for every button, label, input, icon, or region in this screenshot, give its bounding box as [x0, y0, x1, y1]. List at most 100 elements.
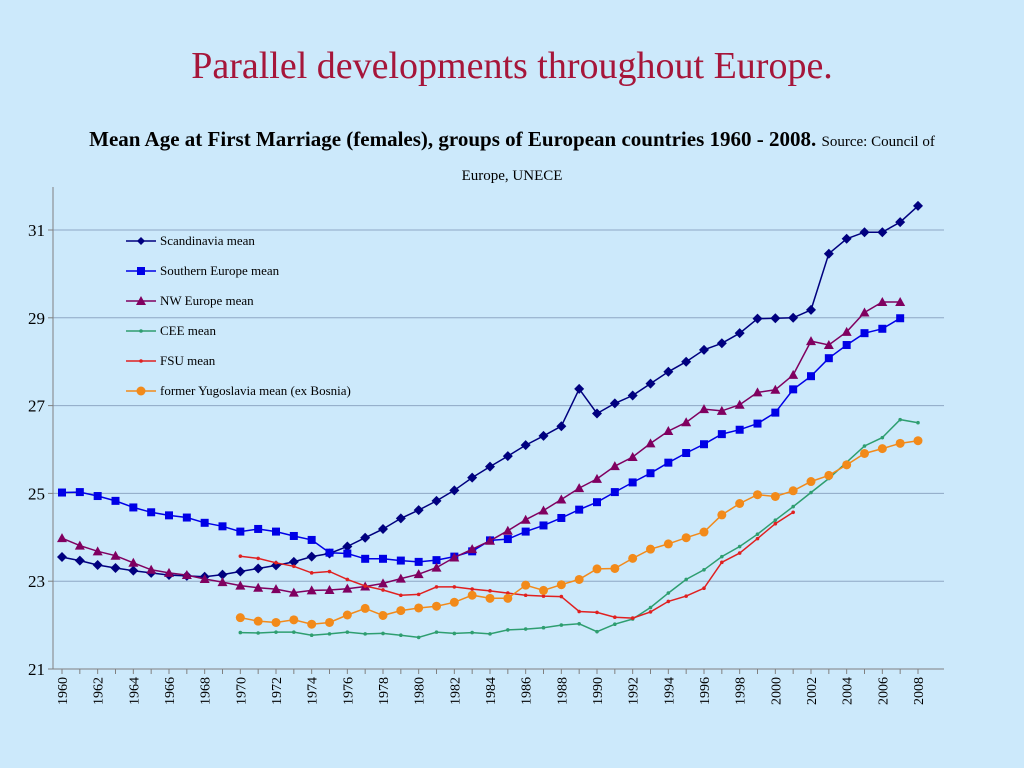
- nw-europe-mean-point: [592, 473, 602, 483]
- cee-mean-point: [416, 635, 421, 640]
- nw-europe-mean-point: [164, 567, 174, 577]
- former-yugoslavia-mean-ex-bosnia-point: [770, 491, 780, 501]
- cee-mean-point: [381, 631, 385, 636]
- nw-europe-mean-point: [859, 307, 870, 317]
- nw-europe-mean-point: [841, 326, 852, 336]
- fsu-mean-point: [381, 588, 385, 592]
- x-tick-label: 1980: [413, 677, 428, 705]
- former-yugoslavia-mean-ex-bosnia-point: [414, 603, 424, 613]
- scandinavia-mean-point: [342, 541, 353, 552]
- former-yugoslavia-mean-ex-bosnia-point: [503, 593, 513, 603]
- cee-mean-point: [488, 632, 492, 636]
- legend-label: Scandinavia mean: [160, 233, 255, 248]
- cee-mean-point: [470, 630, 474, 635]
- y-tick-label: 29: [28, 309, 45, 328]
- fsu-mean-point: [755, 536, 760, 541]
- nw-europe-mean-point: [788, 369, 799, 379]
- former-yugoslavia-mean-ex-bosnia-point: [877, 444, 887, 454]
- nw-europe-mean-point: [806, 336, 816, 346]
- former-yugoslavia-mean-ex-bosnia-point: [592, 564, 602, 574]
- scandinavia-mean-point: [395, 513, 406, 524]
- southern-europe-mean-point: [218, 522, 227, 531]
- fsu-mean-point: [399, 593, 403, 598]
- y-tick-label: 25: [28, 484, 45, 503]
- former-yugoslavia-mean-ex-bosnia-point: [735, 498, 745, 508]
- scandinavia-mean-point: [859, 227, 870, 238]
- fsu-mean-point: [791, 510, 795, 515]
- scandinavia-mean-point: [913, 200, 923, 211]
- cee-mean-point: [523, 627, 528, 631]
- x-tick-label: 1992: [627, 677, 642, 705]
- chart-title-source: Source: Council of Europe, UNECE: [461, 134, 935, 184]
- scandinavia-mean-point: [841, 233, 852, 244]
- nw-europe-mean-point: [877, 296, 888, 306]
- cee-mean-point: [684, 577, 688, 582]
- fsu-mean-line: [240, 511, 794, 619]
- cee-mean-point: [345, 630, 350, 634]
- nw-europe-mean-point: [752, 387, 763, 397]
- nw-europe-mean-point: [627, 451, 638, 461]
- fsu-mean-point: [434, 585, 439, 589]
- former-yugoslavia-mean-ex-bosnia-point: [646, 544, 655, 554]
- southern-europe-mean-point: [717, 430, 726, 439]
- x-tick-label: 1966: [163, 677, 178, 705]
- x-tick-label: 1990: [591, 677, 606, 705]
- fsu-mean-point: [577, 609, 581, 614]
- southern-europe-mean-point: [771, 408, 780, 417]
- scandinavia-mean-point: [110, 563, 121, 574]
- cee-mean-point: [238, 630, 243, 635]
- cee-mean-point: [809, 490, 813, 495]
- former-yugoslavia-mean-ex-bosnia-point: [842, 460, 852, 470]
- southern-europe-mean-point: [575, 505, 584, 514]
- southern-europe-mean-point: [289, 531, 298, 540]
- x-tick-label: 2008: [912, 677, 927, 705]
- nw-europe-mean-point: [467, 544, 478, 554]
- cee-mean-point: [292, 630, 296, 634]
- southern-europe-mean-point: [75, 488, 84, 497]
- cee-mean-point: [702, 567, 706, 572]
- nw-europe-mean-point: [716, 405, 727, 415]
- nw-europe-mean-point: [324, 584, 335, 594]
- southern-europe-mean-point: [165, 511, 173, 520]
- cee-mean-point: [880, 435, 885, 440]
- cee-mean-point: [648, 605, 653, 610]
- nw-europe-mean-point: [609, 461, 620, 471]
- former-yugoslavia-mean-ex-bosnia-point: [307, 619, 317, 629]
- scandinavia-mean-point: [92, 559, 103, 570]
- scandinavia-mean-point: [716, 338, 727, 349]
- nw-europe-mean-point: [502, 525, 513, 535]
- southern-europe-mean-point: [682, 449, 691, 458]
- southern-europe-mean-point: [896, 314, 905, 323]
- slide-title: Parallel developments throughout Europe.: [191, 45, 833, 87]
- southern-europe-mean-point: [254, 524, 263, 533]
- southern-europe-mean-point: [236, 527, 245, 536]
- nw-europe-mean-point: [57, 533, 67, 543]
- nw-europe-mean-point: [342, 583, 353, 593]
- fsu-mean-point: [488, 589, 492, 593]
- scandinavia-mean-point: [663, 366, 674, 377]
- nw-europe-mean-line: [61, 301, 901, 594]
- nw-europe-mean-point: [74, 540, 85, 550]
- former-yugoslavia-mean-ex-bosnia-point: [788, 486, 798, 496]
- cee-mean-point: [773, 518, 778, 522]
- nw-europe-mean-point: [288, 587, 299, 597]
- scandinavia-mean-point: [788, 312, 799, 323]
- scandinavia-mean-point: [770, 313, 781, 324]
- scandinavia-mean-point: [592, 408, 602, 419]
- nw-europe-mean-point: [770, 384, 781, 394]
- southern-europe-mean-point: [789, 385, 798, 394]
- nw-europe-mean-point: [253, 582, 264, 592]
- legend-item: Scandinavia mean: [126, 226, 351, 256]
- cee-mean-point: [452, 631, 457, 636]
- southern-europe-mean-point: [628, 478, 637, 487]
- scandinavia-mean-point: [681, 356, 692, 367]
- legend-swatch: [126, 386, 156, 396]
- x-tick-label: 2002: [805, 677, 820, 705]
- southern-europe-mean-point: [860, 329, 869, 338]
- nw-europe-mean-point: [181, 570, 192, 580]
- scandinavia-mean-point: [235, 566, 246, 577]
- x-tick-label: 1964: [127, 677, 142, 705]
- cee-mean-point: [399, 633, 403, 637]
- scandinavia-mean-point: [752, 313, 763, 324]
